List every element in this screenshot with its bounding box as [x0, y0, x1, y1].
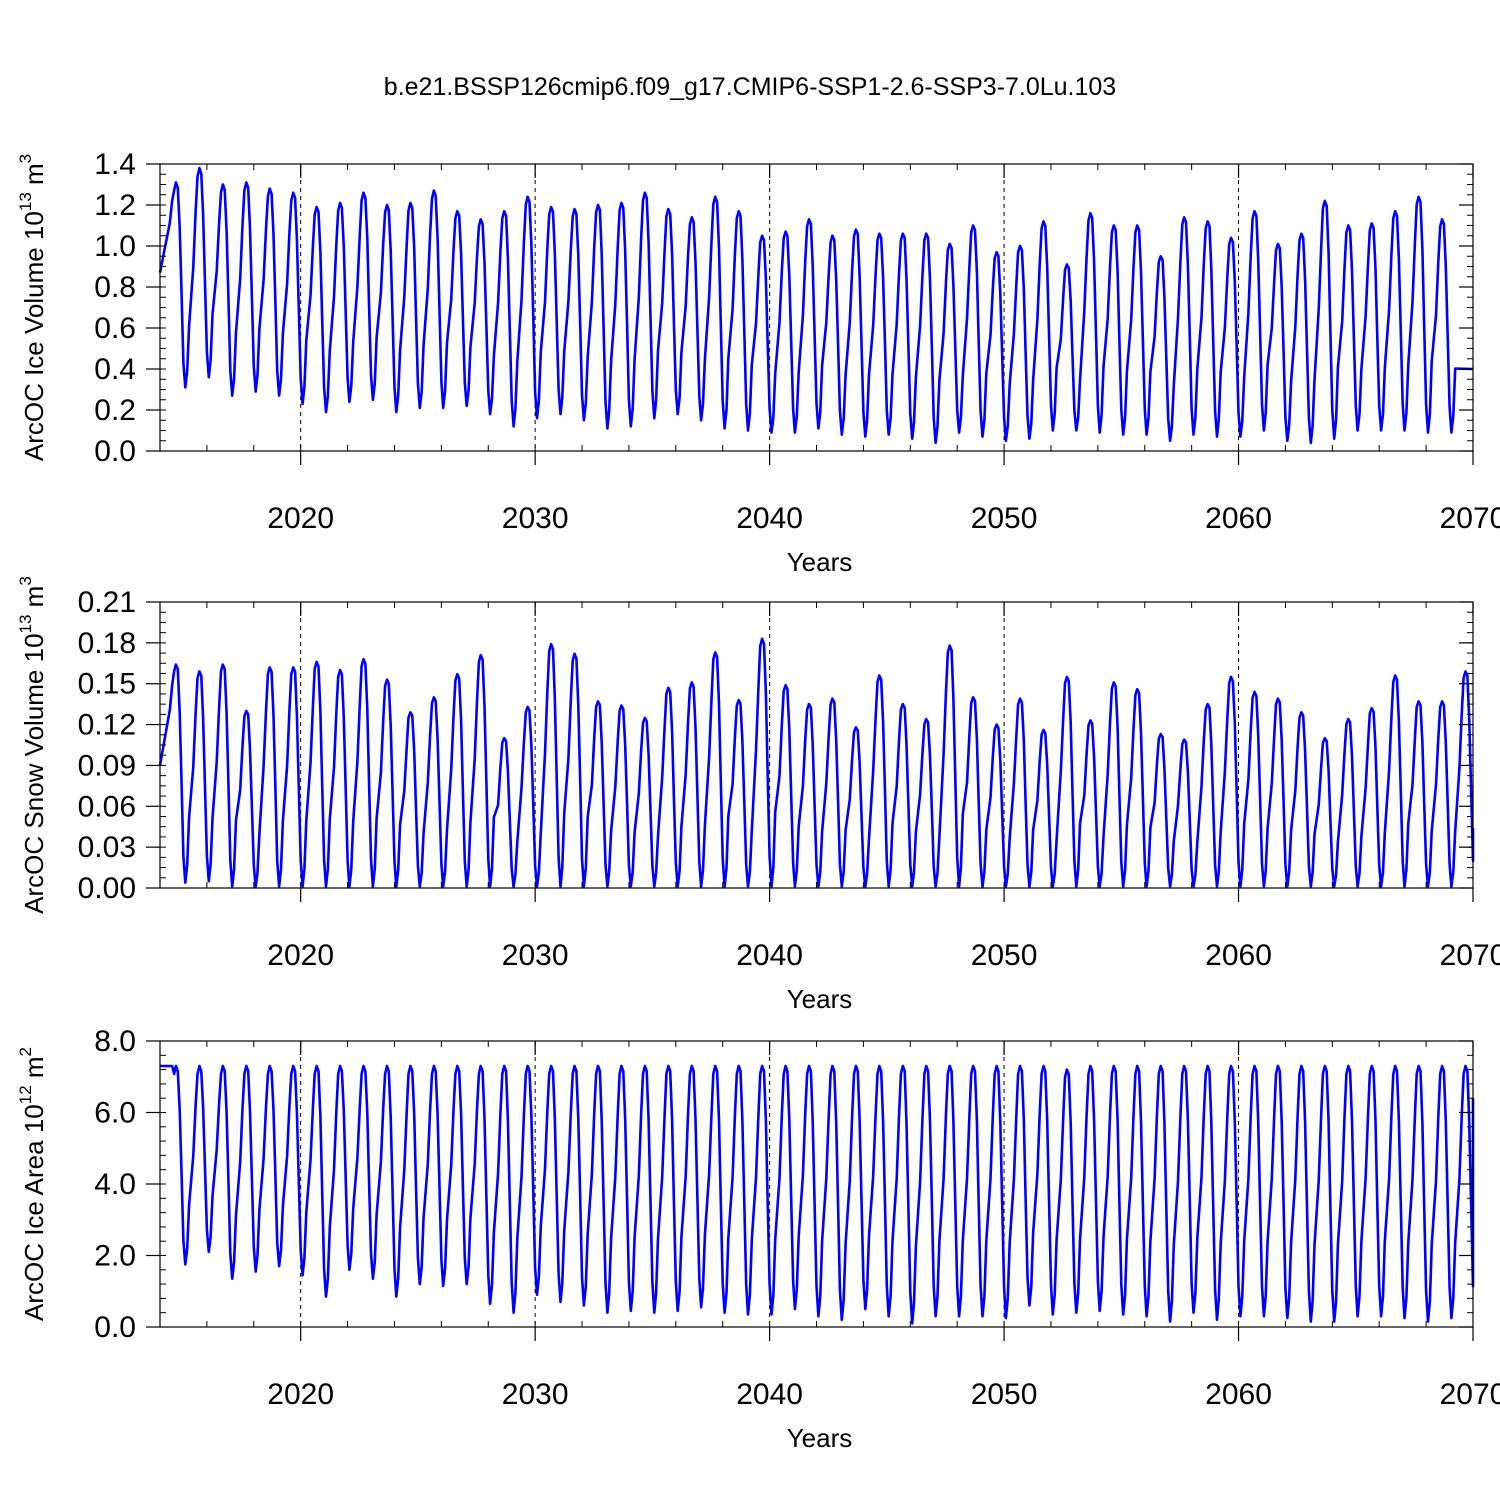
y-tick-label: 0.8 — [94, 271, 136, 304]
x-tick-label: 2050 — [971, 939, 1038, 972]
y-tick-label: 0.21 — [78, 586, 136, 619]
y-axis-label: ArcOC Ice Volume 1013 m3 — [16, 154, 49, 461]
ice-volume-series-line — [158, 166, 1474, 445]
snow-volume-series-line — [158, 637, 1475, 888]
x-tick-label: 2050 — [971, 1378, 1038, 1411]
x-tick-label: 2020 — [267, 502, 334, 535]
x-tick-label: 2050 — [971, 502, 1038, 535]
x-tick-label: 2070 — [1440, 1378, 1500, 1411]
y-tick-label: 1.4 — [94, 148, 136, 181]
x-axis-label: Years — [787, 547, 853, 577]
x-tick-label: 2040 — [736, 502, 803, 535]
y-tick-label: 4.0 — [94, 1168, 136, 1201]
y-axis-label: ArcOC Snow Volume 1013 m3 — [16, 576, 49, 914]
ice-volume-panel: 0.0 0.2 0.4 0.6 0.8 1.0 1.2 1.4 2020 2030 2040 2050… — [16, 148, 1500, 577]
y-tick-label: 0.06 — [78, 790, 136, 823]
y-tick-label: 0.00 — [78, 872, 136, 905]
y-tick-label: 0.09 — [78, 749, 136, 782]
y-tick-label: 0.03 — [78, 831, 136, 864]
x-tick-label: 2060 — [1205, 939, 1272, 972]
y-tick-label: 1.2 — [94, 189, 136, 222]
x-axis-label: Years — [787, 984, 853, 1014]
x-tick-label: 2020 — [267, 1378, 334, 1411]
ice-area-series-line — [160, 1064, 1475, 1325]
y-axis-label: ArcOC Ice Area 1012 m2 — [16, 1047, 49, 1321]
y-tick-label: 0.12 — [78, 709, 136, 742]
x-tick-label: 2070 — [1440, 939, 1500, 972]
x-tick-label: 2030 — [502, 939, 569, 972]
x-tick-label: 2040 — [736, 939, 803, 972]
x-tick-label: 2040 — [736, 1378, 803, 1411]
x-tick-label: 2030 — [502, 1378, 569, 1411]
x-axis-label: Years — [787, 1423, 853, 1453]
y-tick-label: 2.0 — [94, 1240, 136, 1273]
x-tick-label: 2070 — [1440, 502, 1500, 535]
y-tick-label: 0.2 — [94, 394, 136, 427]
ice-area-panel: 0.0 2.0 4.0 6.0 8.0 2020 2030 2040 2050 2060 2070 Y… — [16, 1025, 1500, 1453]
y-tick-label: 0.4 — [94, 353, 136, 386]
snow-volume-panel: 0.00 0.03 0.06 0.09 0.12 0.15 0.18 0.21 2020 2030… — [16, 576, 1500, 1014]
y-tick-label: 0.18 — [78, 627, 136, 660]
y-tick-label: 0.0 — [94, 1311, 136, 1344]
x-tick-label: 2060 — [1205, 502, 1272, 535]
x-tick-label: 2060 — [1205, 1378, 1272, 1411]
y-tick-label: 6.0 — [94, 1097, 136, 1130]
y-tick-label: 0.0 — [94, 435, 136, 468]
y-tick-label: 0.15 — [78, 668, 136, 701]
y-tick-label: 0.6 — [94, 312, 136, 345]
chart-title: b.e21.BSSP126cmip6.f09_g17.CMIP6-SSP1-2.… — [384, 73, 1116, 101]
x-tick-label: 2030 — [502, 502, 569, 535]
x-tick-label: 2020 — [267, 939, 334, 972]
y-tick-label: 1.0 — [94, 230, 136, 263]
y-tick-label: 8.0 — [94, 1025, 136, 1058]
